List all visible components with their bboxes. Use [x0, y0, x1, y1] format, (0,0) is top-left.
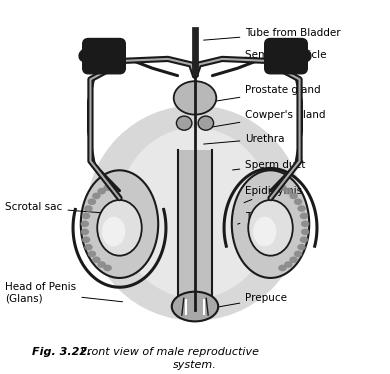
- Ellipse shape: [102, 217, 125, 246]
- Ellipse shape: [88, 251, 96, 257]
- Ellipse shape: [289, 193, 298, 199]
- FancyBboxPatch shape: [265, 39, 307, 74]
- Ellipse shape: [301, 229, 309, 235]
- Ellipse shape: [248, 200, 293, 256]
- Ellipse shape: [297, 244, 306, 251]
- Ellipse shape: [82, 236, 90, 243]
- Ellipse shape: [278, 184, 287, 191]
- Text: system.: system.: [173, 360, 217, 370]
- Ellipse shape: [98, 188, 106, 194]
- Ellipse shape: [81, 221, 89, 227]
- Ellipse shape: [81, 229, 89, 235]
- Text: Seminal vesicle: Seminal vesicle: [227, 50, 327, 60]
- Ellipse shape: [92, 257, 101, 263]
- Ellipse shape: [300, 236, 308, 243]
- Text: Prostate gland: Prostate gland: [215, 86, 321, 101]
- Ellipse shape: [93, 43, 107, 53]
- Ellipse shape: [87, 105, 303, 321]
- Ellipse shape: [84, 205, 93, 212]
- Ellipse shape: [81, 170, 158, 278]
- Ellipse shape: [294, 198, 302, 205]
- Text: Urethra: Urethra: [204, 134, 285, 144]
- Ellipse shape: [294, 251, 302, 257]
- Ellipse shape: [284, 261, 292, 268]
- Ellipse shape: [176, 116, 192, 130]
- Ellipse shape: [172, 292, 218, 321]
- Ellipse shape: [289, 257, 298, 263]
- Ellipse shape: [300, 212, 308, 219]
- Ellipse shape: [297, 205, 306, 212]
- FancyBboxPatch shape: [83, 39, 125, 74]
- Ellipse shape: [117, 128, 273, 298]
- Ellipse shape: [97, 200, 142, 256]
- Text: Fig. 3.22.: Fig. 3.22.: [32, 347, 92, 357]
- Text: Cowper's gland: Cowper's gland: [211, 110, 326, 127]
- Text: Epididymis: Epididymis: [244, 186, 303, 203]
- Text: Testis: Testis: [238, 212, 274, 224]
- Ellipse shape: [88, 198, 96, 205]
- Ellipse shape: [103, 184, 112, 191]
- Bar: [192, 27, 198, 76]
- Bar: [177, 150, 213, 298]
- Ellipse shape: [278, 265, 287, 271]
- Text: Head of Penis
(Glans): Head of Penis (Glans): [5, 282, 122, 304]
- Text: Front view of male reproductive: Front view of male reproductive: [77, 347, 259, 357]
- Ellipse shape: [103, 265, 112, 271]
- Ellipse shape: [284, 188, 292, 194]
- Ellipse shape: [253, 217, 277, 246]
- Ellipse shape: [232, 170, 309, 278]
- Ellipse shape: [301, 221, 309, 227]
- Ellipse shape: [174, 81, 216, 114]
- Ellipse shape: [84, 244, 93, 251]
- Ellipse shape: [198, 116, 214, 130]
- Ellipse shape: [82, 212, 90, 219]
- Text: Scrotal sac: Scrotal sac: [5, 202, 101, 213]
- Ellipse shape: [283, 43, 297, 53]
- Ellipse shape: [92, 193, 101, 199]
- Ellipse shape: [296, 49, 311, 62]
- Text: Tube from Bladder: Tube from Bladder: [204, 28, 341, 40]
- Ellipse shape: [79, 49, 94, 62]
- Text: Sperm duct: Sperm duct: [232, 160, 306, 170]
- Ellipse shape: [98, 261, 106, 268]
- Text: Prepuce: Prepuce: [217, 293, 287, 307]
